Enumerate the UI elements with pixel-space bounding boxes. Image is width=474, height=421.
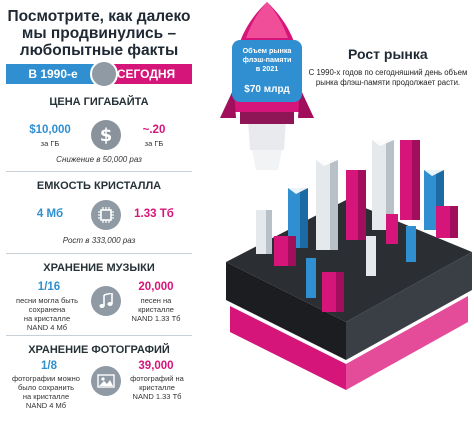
era-comparison-bar: В 1990-е СЕГОДНЯ [6,60,192,88]
divider-line [6,171,192,172]
page-title: Посмотрите, как далеко мы продвинулись –… [6,8,192,59]
music-now-text: песен на кристалле NAND 1.33 Тб [131,296,181,323]
photo-now-text: фотографий на кристалле NAND 1.33 Тб [130,374,184,401]
price-note: Снижение в 50,000 раз [56,155,142,164]
divider-line [6,253,192,254]
music-past-value: 1/16 [37,281,61,293]
dollar-icon: $ [91,120,121,150]
capacity-now-value: 1.33 Тб [134,208,174,220]
capacity-note: Рост в 333,000 раз [62,236,136,245]
music-past-text: песни могла быть сохранена на кристалле … [16,296,78,332]
photo-past-value: 1/8 [41,360,57,372]
price-past-unit: за ГБ [40,139,60,148]
era-past-label: В 1990-е [6,64,100,84]
photo-icon [91,366,121,396]
price-now-unit: за ГБ [144,139,164,148]
photo-now-value: 39,000 [138,360,174,372]
price-past-value: $10,000 [29,124,71,136]
music-note-icon [91,286,121,316]
rocket-exhaust [248,120,286,150]
music-section-title: ХРАНЕНИЕ МУЗЫКИ [43,262,155,274]
music-now-value: 20,000 [138,281,174,293]
rocket-value: $70 млрд [244,84,290,95]
era-divider-circle [90,60,118,88]
capacity-section-title: ЕМКОСТЬ КРИСТАЛЛА [36,180,162,192]
rocket-icon [220,2,314,124]
market-title: Рост рынка [348,46,428,62]
photo-past-text: фотографии можно было сохранить на крист… [12,374,80,410]
capacity-past-value: 4 Мб [36,208,64,220]
divider-line [6,335,192,336]
chip-icon [91,200,121,230]
title-line-1: Посмотрите, как далеко [7,8,191,25]
price-now-value: ~.20 [142,124,166,136]
price-section-title: ЦЕНА ГИГАБАЙТА [49,96,149,108]
chip-city-bars [256,140,458,312]
title-line-3: любопытные факты [19,42,179,59]
rocket-label: Объем рынка флэш-памяти в 2021 [242,46,292,73]
flash-chip-illustration [220,2,472,390]
title-line-2: мы продвинулись – [21,25,177,42]
market-text: С 1990-х годов по сегодняшний день объем… [308,68,468,87]
photo-section-title: ХРАНЕНИЕ ФОТОГРАФИЙ [28,344,170,356]
era-now-label: СЕГОДНЯ [100,64,192,84]
